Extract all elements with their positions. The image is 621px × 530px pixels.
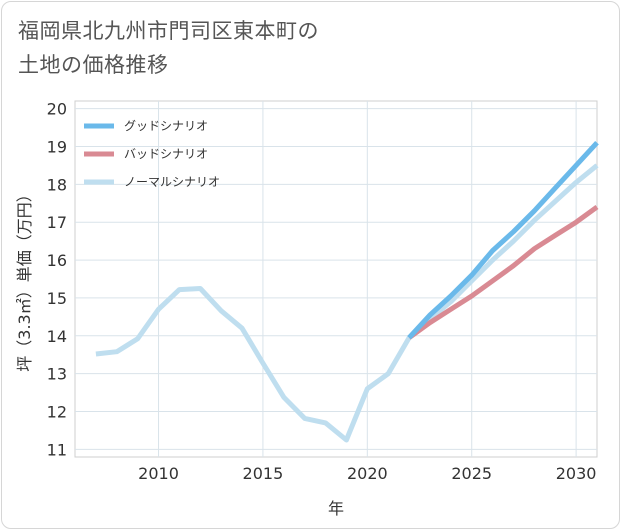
series-layer (95, 141, 599, 443)
title-line-2: 土地の価格推移 (18, 53, 169, 77)
y-tick-label-12: 12 (47, 403, 67, 422)
series-line-0 (407, 141, 599, 340)
legend-label-0: グッドシナリオ (124, 119, 208, 133)
x-tick-label-2015: 2015 (243, 464, 284, 483)
axes: 11 12 13 14 15 16 17 18 19 20 2010 2015 2020 2025 2030… (15, 100, 596, 518)
x-tick-label-2030: 2030 (556, 464, 597, 483)
y-tick-label-13: 13 (47, 365, 67, 384)
series-line-2 (95, 163, 599, 443)
y-tick-label-20: 20 (47, 100, 67, 119)
y-tick-label-18: 18 (47, 175, 67, 194)
y-tick-label-19: 19 (47, 137, 67, 156)
title-line-1: 福岡県北九州市門司区東本町の (18, 19, 319, 43)
plot-area (74, 100, 598, 458)
series-line-1 (407, 204, 599, 340)
chart-title: 福岡県北九州市門司区東本町の 土地の価格推移 (18, 14, 438, 82)
y-tick-label-15: 15 (47, 289, 67, 308)
y-tick-label-11: 11 (47, 440, 67, 459)
y-tick-label-17: 17 (47, 213, 67, 232)
y-tick-label-16: 16 (47, 251, 67, 270)
legend-label-1: バッドシナリオ (124, 147, 208, 161)
x-tick-label-2025: 2025 (451, 464, 492, 483)
y-axis-label: 坪（3.3㎡）単価（万円） (15, 186, 34, 371)
grid-lines (75, 101, 597, 457)
x-axis-label: 年 (328, 499, 344, 518)
x-tick-label-2020: 2020 (347, 464, 388, 483)
plot-frame (74, 100, 598, 458)
legend-label-2: ノーマルシナリオ (124, 175, 220, 189)
y-tick-label-14: 14 (47, 327, 67, 346)
x-tick-label-2010: 2010 (138, 464, 179, 483)
